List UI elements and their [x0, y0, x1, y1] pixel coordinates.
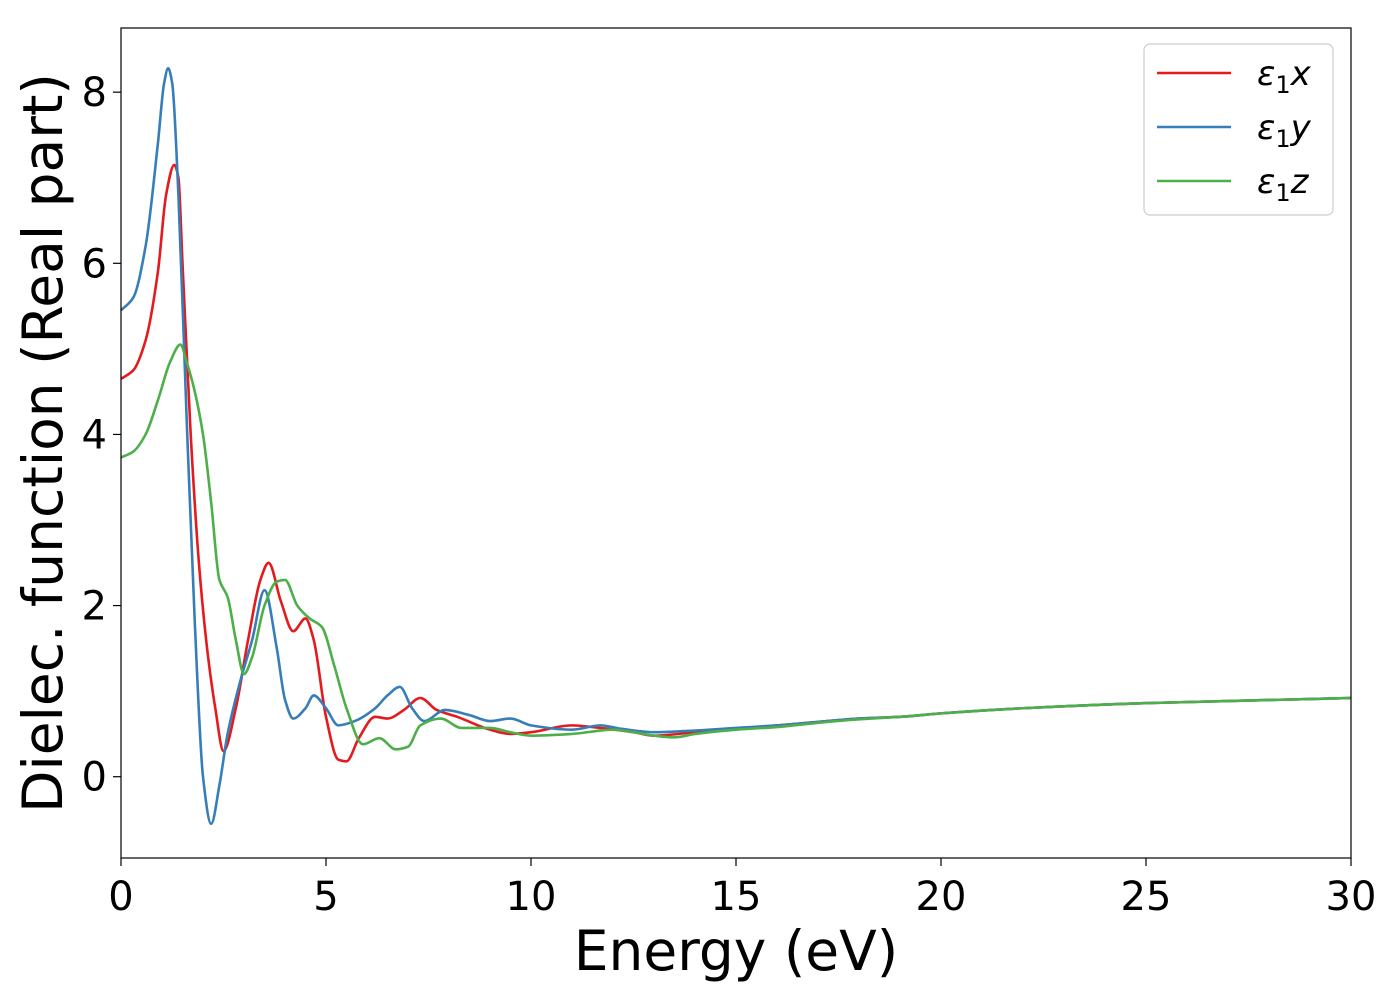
x-axis: 0 5 10 15 20 25 30: [108, 858, 1376, 920]
legend: ε1x ε1y ε1z: [1143, 43, 1334, 216]
x-tick-label: 20: [916, 874, 967, 920]
legend-label: ε1y: [1257, 108, 1312, 153]
y-tick-label: 0: [82, 755, 107, 801]
x-tick-label: 0: [108, 874, 133, 920]
y-tick-label: 4: [82, 412, 107, 458]
x-tick-label: 30: [1326, 874, 1377, 920]
y-tick-label: 2: [82, 584, 107, 630]
y-tick-label: 6: [82, 241, 107, 287]
x-tick-label: 10: [506, 874, 557, 920]
x-tick-label: 5: [313, 874, 338, 920]
x-axis-title: Energy (eV): [574, 919, 898, 983]
legend-label: ε1z: [1257, 162, 1310, 207]
y-tick-label: 8: [82, 70, 107, 116]
x-tick-label: 15: [711, 874, 762, 920]
series-line-y: [120, 66, 1352, 826]
legend-label: ε1x: [1257, 54, 1312, 99]
series-layer: [120, 66, 1352, 826]
x-tick-label: 25: [1121, 874, 1172, 920]
y-axis: 0 2 4 6 8: [82, 70, 121, 801]
y-axis-title: Dielec. function (Real part): [11, 73, 75, 813]
legend-box: [1143, 43, 1334, 216]
series-line-z: [120, 343, 1352, 751]
